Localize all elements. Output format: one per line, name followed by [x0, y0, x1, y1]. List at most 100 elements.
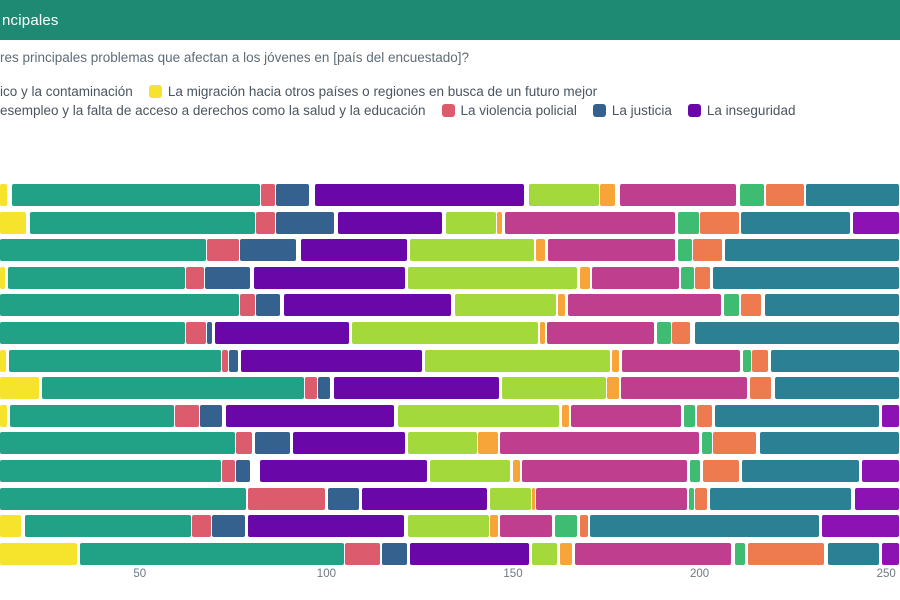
bar-segment-purple[interactable]: [315, 184, 524, 206]
bar-segment-orange[interactable]: [580, 266, 590, 289]
legend-item[interactable]: La inseguridad: [687, 103, 795, 118]
bar-segment-darkteal[interactable]: [710, 487, 851, 510]
bar-segment-magenta[interactable]: [500, 515, 552, 538]
bar-segment-lightgreen[interactable]: [408, 266, 577, 289]
bar-segment-purple[interactable]: [215, 322, 349, 344]
bar-segment-teal[interactable]: [0, 487, 246, 510]
bar-segment-salmon[interactable]: [695, 266, 710, 289]
bar-segment-teal[interactable]: [0, 432, 235, 455]
bar-segment-yellow[interactable]: [0, 377, 39, 400]
bar-segment-lightgreen[interactable]: [352, 322, 538, 344]
bar-segment-darkteal[interactable]: [590, 515, 819, 538]
bar-segment-teal[interactable]: [0, 460, 221, 482]
bar-segment-green[interactable]: [724, 294, 739, 317]
bar-segment-salmon[interactable]: [752, 349, 768, 372]
bar-segment-teal[interactable]: [30, 211, 255, 234]
bar-segment-rose[interactable]: [261, 184, 275, 206]
bar-segment-green[interactable]: [684, 404, 695, 427]
bar-segment-lightgreen[interactable]: [398, 404, 559, 427]
bar-segment-salmon[interactable]: [580, 515, 588, 538]
bar-segment-rose[interactable]: [305, 377, 317, 400]
bar-segment-salmon[interactable]: [766, 184, 804, 206]
bar-segment-salmon[interactable]: [713, 432, 756, 455]
bar-segment-magenta[interactable]: [568, 294, 721, 317]
bar-segment-yellow[interactable]: [0, 349, 6, 372]
bar-segment-darkteal[interactable]: [715, 404, 879, 427]
bar-segment-purple[interactable]: [301, 239, 407, 262]
bar-segment-magenta[interactable]: [547, 322, 654, 344]
bar-segment-green[interactable]: [678, 211, 699, 234]
bar-segment-blue[interactable]: [256, 294, 280, 317]
bar-segment-yellow[interactable]: [0, 211, 26, 234]
bar-segment-blue[interactable]: [276, 184, 309, 206]
bar-segment-darkteal[interactable]: [806, 184, 899, 206]
bar-segment-purple[interactable]: [226, 404, 394, 427]
bar-segment-teal[interactable]: [42, 377, 304, 400]
bar-segment-purple2[interactable]: [855, 487, 899, 510]
bar-segment-magenta[interactable]: [620, 184, 736, 206]
bar-segment-magenta[interactable]: [571, 404, 681, 427]
bar-segment-salmon[interactable]: [693, 239, 722, 262]
bar-segment-green[interactable]: [689, 487, 694, 510]
bar-segment-purple2[interactable]: [822, 515, 899, 538]
bar-segment-rose[interactable]: [186, 322, 206, 344]
bar-segment-darkteal[interactable]: [828, 542, 879, 565]
bar-segment-green[interactable]: [735, 542, 745, 565]
bar-segment-lightgreen[interactable]: [446, 211, 496, 234]
bar-segment-teal[interactable]: [0, 294, 239, 317]
bar-segment-orange[interactable]: [536, 239, 545, 262]
bar-segment-teal[interactable]: [0, 239, 206, 262]
bar-segment-teal[interactable]: [10, 404, 174, 427]
bar-segment-purple2[interactable]: [882, 404, 899, 427]
bar-segment-purple[interactable]: [241, 349, 422, 372]
bar-segment-yellow[interactable]: [0, 515, 21, 538]
bar-segment-rose[interactable]: [186, 266, 204, 289]
bar-segment-purple[interactable]: [248, 515, 404, 538]
bar-segment-rose[interactable]: [222, 460, 235, 482]
bar-segment-orange[interactable]: [560, 542, 572, 565]
bar-segment-salmon[interactable]: [703, 460, 739, 482]
bar-segment-yellow[interactable]: [0, 266, 5, 289]
bar-segment-orange[interactable]: [540, 322, 545, 344]
bar-segment-teal[interactable]: [80, 542, 344, 565]
bar-segment-green[interactable]: [690, 460, 700, 482]
bar-segment-teal[interactable]: [0, 322, 185, 344]
bar-segment-green[interactable]: [702, 432, 712, 455]
bar-segment-blue[interactable]: [328, 487, 359, 510]
bar-segment-orange[interactable]: [612, 349, 619, 372]
legend-item[interactable]: ico y la contaminación: [0, 84, 133, 99]
bar-segment-rose[interactable]: [236, 432, 252, 455]
legend-item[interactable]: La justicia: [592, 103, 672, 118]
bar-segment-purple[interactable]: [254, 266, 405, 289]
legend-item[interactable]: esempleo y la falta de acceso a derechos…: [0, 103, 426, 118]
bar-segment-purple2[interactable]: [853, 211, 899, 234]
bar-segment-teal[interactable]: [9, 349, 221, 372]
bar-segment-orange[interactable]: [478, 432, 498, 455]
bar-segment-blue[interactable]: [276, 211, 334, 234]
bar-segment-rose[interactable]: [175, 404, 199, 427]
bar-segment-darkteal[interactable]: [765, 294, 899, 317]
bar-segment-purple[interactable]: [284, 294, 451, 317]
legend-item[interactable]: La violencia policial: [441, 103, 577, 118]
bar-segment-blue[interactable]: [205, 266, 250, 289]
bar-segment-magenta[interactable]: [621, 377, 747, 400]
bar-segment-lightgreen[interactable]: [408, 515, 489, 538]
bar-segment-magenta[interactable]: [500, 432, 699, 455]
bar-segment-blue[interactable]: [207, 322, 212, 344]
bar-segment-salmon[interactable]: [741, 294, 761, 317]
bar-segment-green[interactable]: [678, 239, 692, 262]
bar-segment-lightgreen[interactable]: [502, 377, 606, 400]
bar-segment-magenta[interactable]: [622, 349, 740, 372]
bar-segment-blue[interactable]: [318, 377, 330, 400]
legend-item[interactable]: La migración hacia otros países o region…: [148, 84, 597, 99]
bar-segment-darkteal[interactable]: [771, 349, 899, 372]
bar-segment-lightgreen[interactable]: [455, 294, 556, 317]
bar-segment-blue[interactable]: [229, 349, 238, 372]
bar-segment-darkteal[interactable]: [775, 377, 899, 400]
bar-segment-blue[interactable]: [200, 404, 222, 427]
bar-segment-purple2[interactable]: [882, 542, 899, 565]
bar-segment-lightgreen[interactable]: [532, 542, 557, 565]
bar-segment-orange[interactable]: [607, 377, 619, 400]
bar-segment-lightgreen[interactable]: [408, 432, 477, 455]
bar-segment-salmon[interactable]: [697, 404, 712, 427]
